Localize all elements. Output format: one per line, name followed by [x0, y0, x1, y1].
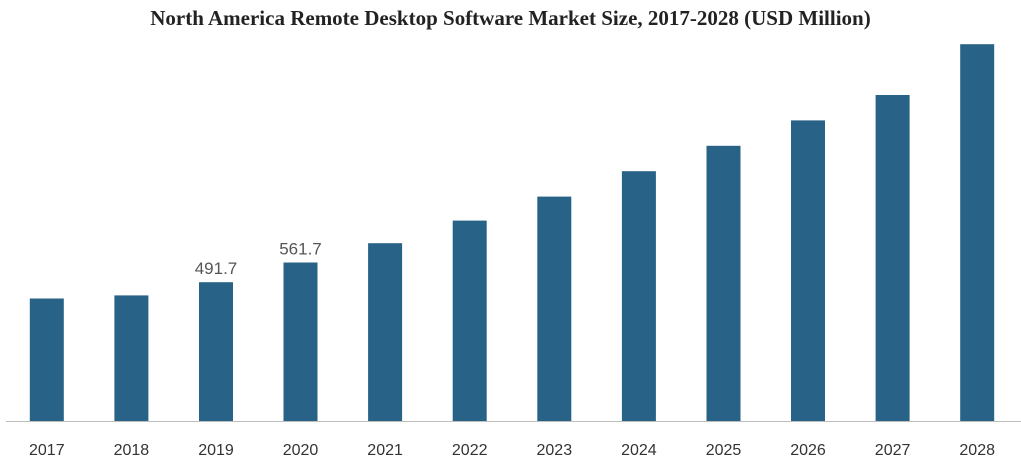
- data-label-2020: 561.7: [279, 240, 322, 259]
- x-tick-label-2024: 2024: [621, 442, 657, 459]
- x-tick-label-2026: 2026: [790, 442, 826, 459]
- bar-2020: [283, 262, 318, 421]
- x-tick-label-2018: 2018: [114, 442, 150, 459]
- bar-2026: [791, 120, 825, 422]
- x-tick-label-2023: 2023: [537, 442, 573, 459]
- x-tick-label-2027: 2027: [875, 442, 911, 459]
- bar-2018: [114, 295, 149, 421]
- bar-2024: [621, 171, 656, 421]
- bar-2023: [537, 196, 572, 421]
- chart-title: North America Remote Desktop Software Ma…: [150, 6, 871, 30]
- bar-2017: [29, 298, 64, 421]
- bar-2027: [875, 95, 910, 421]
- bar-2019: [199, 282, 233, 421]
- bar-2025: [706, 145, 741, 422]
- x-tick-label-2022: 2022: [452, 442, 488, 459]
- x-tick-label-2020: 2020: [283, 442, 319, 459]
- bar-2028: [960, 44, 995, 421]
- labels-group: 2017 2018 2019 491.7 2020 561.7 2021 2022 2023 20…: [29, 240, 995, 460]
- x-tick-label-2017: 2017: [29, 442, 65, 459]
- x-tick-label-2025: 2025: [706, 442, 742, 459]
- bar-2021: [368, 243, 403, 421]
- bars-group: [29, 44, 995, 422]
- x-tick-label-2028: 2028: [959, 442, 995, 459]
- x-tick-label-2021: 2021: [367, 442, 403, 459]
- x-tick-label-2019: 2019: [198, 442, 234, 459]
- data-label-2019: 491.7: [195, 259, 238, 278]
- bar-2022: [452, 220, 487, 421]
